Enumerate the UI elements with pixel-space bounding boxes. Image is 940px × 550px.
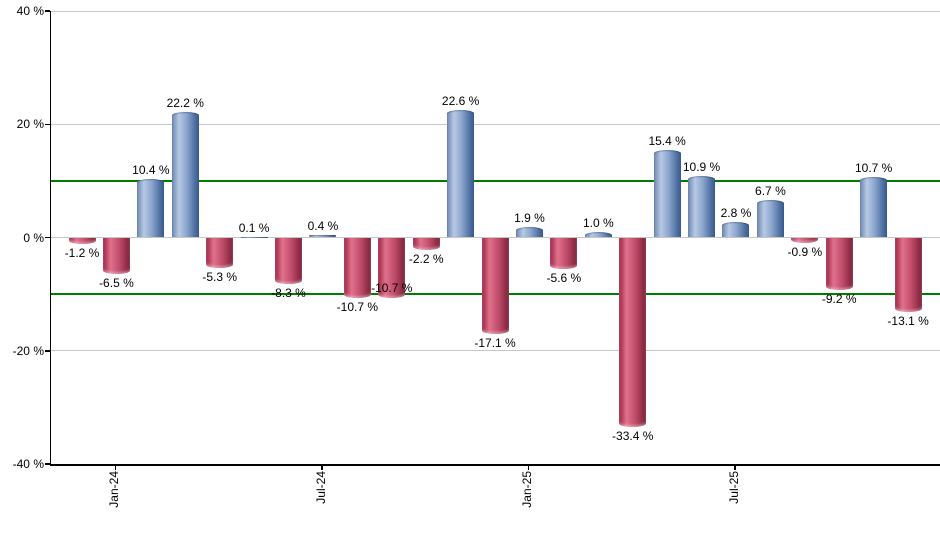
y-axis-tick-label: 40 % xyxy=(16,4,44,18)
bar-value-label: 0.1 % xyxy=(238,220,270,235)
bar xyxy=(550,237,578,270)
bar-value-label: -2.2 % xyxy=(408,251,444,266)
bar-value-label: 10.4 % xyxy=(132,162,170,177)
x-axis-tick-label: Jul-24 xyxy=(313,471,328,504)
y-axis-tick-mark xyxy=(45,463,50,465)
bar-value-label: 0.4 % xyxy=(307,219,339,234)
bar xyxy=(653,150,681,238)
bar xyxy=(378,237,406,299)
bar xyxy=(68,237,96,245)
bar-value-label: 6.7 % xyxy=(755,183,786,198)
bar xyxy=(584,231,612,238)
bar xyxy=(619,237,647,427)
x-axis-tick-label: Jan-25 xyxy=(520,471,535,508)
x-axis-tick-mark xyxy=(527,464,530,470)
plot-area: -1.2 % -6.5 % 10.4 % 22.2 % -5.3 % 0.1 % -8.3 … xyxy=(50,10,940,466)
gridline xyxy=(51,350,940,352)
y-axis-tick-mark xyxy=(45,123,50,125)
x-axis-tick-label: Jan-24 xyxy=(107,471,122,508)
threshold-line xyxy=(51,180,940,182)
bar-value-label: 22.6 % xyxy=(441,93,480,108)
y-axis-tick-label: -40 % xyxy=(12,457,44,471)
bar-value-label: -8.3 % xyxy=(271,286,306,301)
bar-value-label: -10.7 % xyxy=(336,300,379,315)
y-axis-tick-mark xyxy=(45,350,50,352)
bar-value-label: -13.1 % xyxy=(887,313,929,328)
bar-value-label: 10.7 % xyxy=(854,160,893,175)
bar xyxy=(688,175,716,238)
bar-value-label: -9.2 % xyxy=(821,291,857,306)
bar xyxy=(206,237,234,268)
bar xyxy=(412,237,440,250)
bar xyxy=(447,109,475,238)
bar xyxy=(515,226,543,238)
bar-value-label: 10.9 % xyxy=(682,159,721,174)
bar xyxy=(825,237,853,290)
bar xyxy=(343,237,371,299)
bar-value-label: 1.0 % xyxy=(582,215,614,230)
bar xyxy=(102,237,130,275)
bar xyxy=(894,237,922,312)
x-axis-tick-mark xyxy=(321,464,323,470)
bar-value-label: -5.6 % xyxy=(546,271,582,286)
bar-value-label: -10.7 % xyxy=(371,281,413,296)
y-axis-tick-label: -20 % xyxy=(12,343,44,358)
y-axis-tick-mark xyxy=(45,236,50,239)
bar xyxy=(860,176,888,238)
bar-value-label: -0.9 % xyxy=(787,244,823,259)
bar-value-label: -33.4 % xyxy=(612,428,654,443)
bar-value-label: 22.2 % xyxy=(166,95,204,110)
x-axis-tick-label: Jul-25 xyxy=(726,471,741,504)
y-axis-tick-label: 20 % xyxy=(16,117,44,132)
bar xyxy=(275,237,303,285)
bar xyxy=(791,237,819,243)
gridline xyxy=(51,10,940,12)
bar-value-label: 15.4 % xyxy=(648,134,686,149)
bar xyxy=(171,111,199,238)
bar xyxy=(722,221,750,238)
bar xyxy=(481,237,509,335)
bar xyxy=(309,235,337,238)
bar xyxy=(137,178,165,238)
bar-value-label: -1.2 % xyxy=(64,246,100,261)
bar-value-label: 2.8 % xyxy=(720,205,752,220)
bar-value-label: 1.9 % xyxy=(514,210,545,225)
x-axis-tick-mark xyxy=(114,464,117,470)
bar-value-label: -5.3 % xyxy=(202,269,238,284)
bar xyxy=(240,236,268,238)
bar-value-label: -6.5 % xyxy=(99,276,134,291)
x-axis-tick-mark xyxy=(734,464,736,470)
gridline xyxy=(51,123,940,125)
y-axis-tick-label: 0 % xyxy=(23,230,44,245)
y-axis-tick-mark xyxy=(45,10,50,12)
bar-value-label: -17.1 % xyxy=(474,336,516,351)
bar xyxy=(756,199,784,238)
